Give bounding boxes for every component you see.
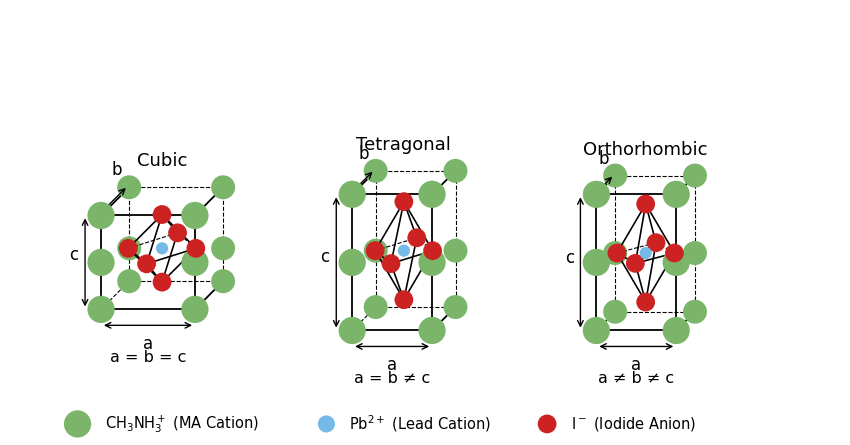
Circle shape (364, 295, 388, 319)
Circle shape (583, 249, 610, 276)
Circle shape (394, 290, 413, 309)
Text: b: b (111, 161, 122, 179)
Circle shape (604, 164, 627, 187)
Circle shape (156, 242, 168, 255)
Text: a = b = c: a = b = c (110, 350, 186, 365)
Circle shape (88, 202, 115, 229)
Text: a: a (143, 335, 153, 353)
Text: c: c (320, 247, 330, 266)
Text: a: a (632, 356, 642, 374)
Circle shape (181, 249, 208, 276)
Circle shape (211, 175, 235, 199)
Text: Orthorhombic: Orthorhombic (583, 141, 708, 159)
Circle shape (119, 239, 138, 258)
Circle shape (444, 295, 468, 319)
Circle shape (604, 300, 627, 324)
Circle shape (608, 243, 626, 263)
Circle shape (137, 255, 156, 273)
Text: c: c (564, 249, 574, 267)
Circle shape (398, 245, 410, 257)
Circle shape (418, 181, 445, 208)
Circle shape (338, 317, 366, 344)
Circle shape (683, 300, 707, 324)
Circle shape (418, 249, 445, 276)
Circle shape (168, 223, 187, 242)
Text: a = b ≠ c: a = b ≠ c (354, 371, 430, 386)
Circle shape (683, 241, 707, 265)
Circle shape (444, 239, 468, 263)
Circle shape (181, 202, 208, 229)
Text: b: b (358, 145, 369, 163)
Text: Pb$^{2+}$ (Lead Cation): Pb$^{2+}$ (Lead Cation) (349, 413, 490, 434)
Circle shape (211, 236, 235, 260)
Text: c: c (70, 247, 78, 264)
Circle shape (338, 181, 366, 208)
Circle shape (88, 296, 115, 323)
Circle shape (88, 249, 115, 276)
Text: Cubic: Cubic (137, 152, 187, 170)
Circle shape (117, 269, 141, 293)
Circle shape (663, 181, 690, 208)
Circle shape (583, 181, 610, 208)
Circle shape (364, 239, 388, 263)
Text: a: a (387, 356, 397, 374)
Circle shape (665, 243, 683, 263)
Circle shape (418, 317, 445, 344)
Circle shape (153, 273, 172, 291)
Circle shape (382, 254, 400, 273)
Circle shape (647, 233, 666, 252)
Circle shape (637, 194, 655, 214)
Circle shape (626, 254, 645, 273)
Circle shape (153, 205, 172, 224)
Circle shape (318, 415, 335, 433)
Circle shape (639, 247, 652, 259)
Circle shape (186, 239, 205, 258)
Circle shape (637, 293, 655, 311)
Circle shape (663, 317, 690, 344)
Circle shape (604, 241, 627, 265)
Text: a ≠ b ≠ c: a ≠ b ≠ c (598, 371, 674, 386)
Circle shape (538, 415, 557, 433)
Circle shape (394, 192, 413, 211)
Circle shape (64, 410, 91, 437)
Circle shape (423, 241, 442, 260)
Circle shape (444, 159, 468, 183)
Circle shape (583, 317, 610, 344)
Text: b: b (598, 150, 609, 168)
Text: CH$_3$NH$_3^+$ (MA Cation): CH$_3$NH$_3^+$ (MA Cation) (105, 413, 259, 435)
Circle shape (364, 159, 388, 183)
Circle shape (181, 296, 208, 323)
Circle shape (366, 241, 384, 260)
Circle shape (663, 249, 690, 276)
Circle shape (407, 228, 426, 247)
Circle shape (117, 236, 141, 260)
Circle shape (117, 175, 141, 199)
Circle shape (338, 249, 366, 276)
Circle shape (211, 269, 235, 293)
Text: Tetragonal: Tetragonal (356, 136, 451, 154)
Text: I$^-$ (Iodide Anion): I$^-$ (Iodide Anion) (570, 415, 696, 433)
Circle shape (683, 164, 707, 187)
